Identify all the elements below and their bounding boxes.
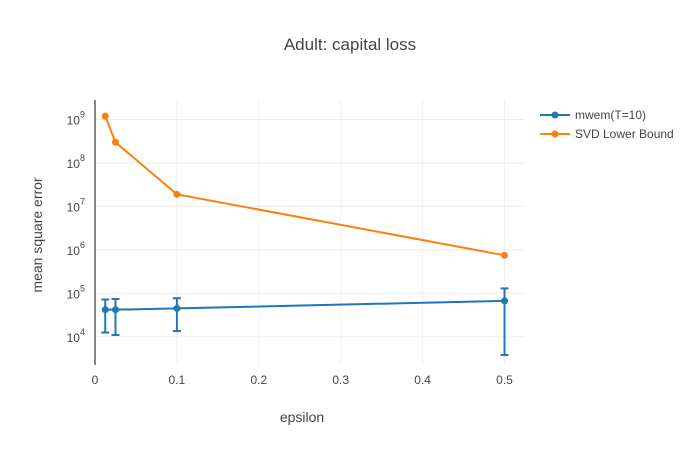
data-point	[111, 306, 119, 314]
x-tick-label: 0.1	[169, 373, 186, 387]
x-tick-label: 0.3	[332, 373, 349, 387]
legend-marker	[551, 111, 559, 119]
data-point	[173, 190, 181, 198]
chart-title: Adult: capital loss	[284, 35, 416, 54]
series-line	[105, 299, 505, 311]
x-tick-label: 0.5	[496, 373, 513, 387]
y-tick-label: 106	[67, 240, 85, 258]
x-tick-label: 0.2	[250, 373, 267, 387]
series-line	[104, 115, 505, 257]
legend-label: mwem(T=10)	[575, 108, 646, 122]
legend-item: mwem(T=10)	[540, 108, 646, 122]
plot-area	[101, 112, 509, 357]
y-tick-label: 104	[67, 327, 85, 345]
series-svd-lower-bound	[101, 112, 509, 259]
y-tick-label: 107	[67, 196, 85, 214]
x-axis-title: epsilon	[280, 409, 324, 425]
legend-marker	[551, 130, 559, 138]
legend: mwem(T=10) SVD Lower Bound	[540, 108, 674, 141]
series-mwem-t-10	[101, 287, 509, 357]
legend-label: SVD Lower Bound	[575, 127, 674, 141]
y-axis-title: mean square error	[29, 177, 45, 293]
data-point	[111, 138, 119, 146]
y-tick-label: 108	[67, 153, 85, 171]
data-point	[501, 251, 509, 259]
data-point	[173, 304, 181, 312]
data-point	[501, 297, 509, 305]
y-tick-label: 109	[67, 110, 85, 128]
legend-item: SVD Lower Bound	[540, 127, 674, 141]
x-tick-label: 0.4	[414, 373, 431, 387]
data-point	[101, 306, 109, 314]
axes: 0 0.1 0.2 0.3 0.4 0.5 104 105 106 107 108 109	[67, 100, 513, 387]
y-tick-label: 105	[67, 283, 85, 301]
data-point	[101, 112, 109, 120]
grid	[95, 100, 525, 365]
x-tick-label: 0	[92, 373, 99, 387]
